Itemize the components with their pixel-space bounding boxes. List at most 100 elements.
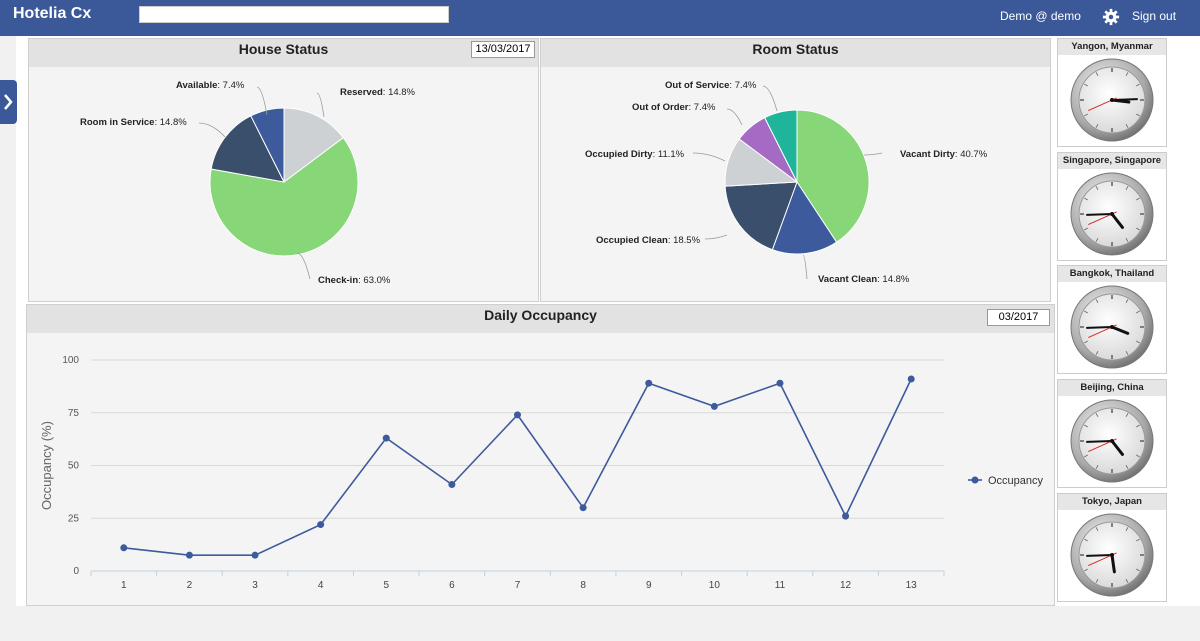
pie-leader-line bbox=[802, 254, 808, 280]
clock-tick bbox=[1095, 72, 1099, 76]
pie-label: Out of Service: 7.4% bbox=[665, 80, 757, 91]
analog-clock bbox=[1070, 172, 1154, 256]
gear-icon[interactable] bbox=[1102, 8, 1120, 26]
clock-tick bbox=[1084, 424, 1088, 428]
house-status-date[interactable]: 13/03/2017 bbox=[471, 41, 535, 58]
analog-clock bbox=[1070, 58, 1154, 142]
data-point[interactable] bbox=[514, 411, 521, 419]
clock-minute-hand bbox=[1086, 213, 1113, 216]
analog-clock bbox=[1070, 513, 1154, 597]
clock-tick bbox=[1084, 83, 1088, 87]
data-point[interactable] bbox=[120, 544, 128, 552]
clock-hour-hand bbox=[1110, 212, 1124, 229]
data-point[interactable] bbox=[448, 480, 456, 488]
house-status-pie-chart bbox=[198, 86, 359, 280]
clock-minute-hand bbox=[1086, 554, 1113, 557]
y-axis-label: Occupancy (%) bbox=[39, 421, 54, 510]
pie-slice-available[interactable] bbox=[250, 107, 285, 183]
clock-panel: Yangon, Myanmar bbox=[1057, 38, 1167, 147]
clock-center bbox=[1110, 553, 1114, 557]
data-point[interactable] bbox=[317, 521, 325, 529]
x-tick-label: 13 bbox=[906, 580, 918, 591]
clock-tick bbox=[1125, 124, 1129, 128]
clock-tick bbox=[1095, 351, 1099, 355]
x-tick-label: 4 bbox=[318, 580, 324, 591]
sidebar-toggle[interactable] bbox=[0, 80, 17, 124]
sign-out-link[interactable]: Sign out bbox=[1132, 9, 1177, 23]
clock-panel: Bangkok, Thailand bbox=[1057, 265, 1167, 374]
data-point[interactable] bbox=[251, 551, 259, 559]
pie-slice-reserved[interactable] bbox=[283, 107, 345, 183]
pie-slice-out-of-service[interactable] bbox=[764, 109, 798, 183]
x-tick-label: 2 bbox=[187, 580, 193, 591]
clock-minute-hand bbox=[1086, 440, 1113, 443]
clock-city-label: Tokyo, Japan bbox=[1058, 494, 1166, 510]
x-tick-label: 9 bbox=[646, 580, 652, 591]
occupancy-month[interactable]: 03/2017 bbox=[987, 309, 1050, 326]
pie-leader-line bbox=[296, 252, 311, 280]
clock-tick bbox=[1136, 83, 1140, 87]
x-tick-label: 10 bbox=[709, 580, 721, 591]
y-tick-label: 50 bbox=[68, 461, 80, 472]
pie-slice-occupied-clean[interactable] bbox=[724, 181, 798, 251]
clock-tick bbox=[1125, 186, 1129, 190]
data-point[interactable] bbox=[842, 512, 850, 520]
clock-city-label: Beijing, China bbox=[1058, 380, 1166, 396]
clock-panel: Beijing, China bbox=[1057, 379, 1167, 488]
clock-tick bbox=[1084, 568, 1088, 572]
analog-clock bbox=[1070, 285, 1154, 369]
pie-slice-room-in-service[interactable] bbox=[210, 115, 285, 183]
panel-title: Daily Occupancy bbox=[27, 305, 1054, 333]
search-input[interactable] bbox=[139, 6, 449, 23]
x-tick-label: 6 bbox=[449, 580, 455, 591]
top-bar: Hotelia Cx Demo @ demo Sign out bbox=[0, 0, 1200, 36]
daily-occupancy-panel: Daily Occupancy 03/2017 0 25 50 75 100 1 2 3 4 5 6… bbox=[26, 304, 1055, 606]
pie-leader-line bbox=[692, 152, 726, 162]
data-point[interactable] bbox=[382, 434, 390, 442]
clock-hour-hand bbox=[1110, 439, 1124, 456]
app-title: Hotelia Cx bbox=[13, 5, 92, 22]
pie-leader-line bbox=[726, 108, 743, 126]
data-point[interactable] bbox=[710, 402, 718, 410]
pie-slice-check-in[interactable] bbox=[209, 137, 359, 257]
x-tick-label: 7 bbox=[515, 580, 521, 591]
clock-tick bbox=[1136, 197, 1140, 201]
clock-tick bbox=[1125, 72, 1129, 76]
data-point[interactable] bbox=[645, 379, 653, 387]
pie-leader-line bbox=[762, 85, 778, 112]
data-point[interactable] bbox=[185, 551, 193, 559]
user-label: Demo @ demo bbox=[1000, 9, 1081, 23]
clock-hour-hand bbox=[1110, 325, 1130, 335]
series-line-occupancy bbox=[123, 378, 912, 556]
pie-label: Occupied Dirty: 11.1% bbox=[585, 149, 685, 160]
clock-tick bbox=[1084, 340, 1088, 344]
pie-slice-vacant-clean[interactable] bbox=[771, 180, 838, 255]
clock-tick bbox=[1084, 197, 1088, 201]
data-point[interactable] bbox=[579, 504, 587, 512]
clock-city-label: Singapore, Singapore bbox=[1058, 153, 1166, 169]
clock-panel: Singapore, Singapore bbox=[1057, 152, 1167, 261]
y-tick-label: 25 bbox=[68, 513, 80, 524]
clock-tick bbox=[1095, 527, 1099, 531]
clock-tick bbox=[1136, 310, 1140, 314]
data-point[interactable] bbox=[776, 379, 784, 387]
clock-tick bbox=[1084, 538, 1088, 542]
data-point[interactable] bbox=[907, 375, 915, 383]
clock-tick bbox=[1136, 454, 1140, 458]
pie-label: Vacant Clean: 14.8% bbox=[818, 274, 910, 285]
x-tick-label: 12 bbox=[840, 580, 852, 591]
clock-minute-hand bbox=[1086, 326, 1113, 329]
clock-tick bbox=[1125, 238, 1129, 242]
pie-leader-line bbox=[863, 152, 883, 156]
clock-tick bbox=[1084, 454, 1088, 458]
clock-tick bbox=[1136, 340, 1140, 344]
clock-tick bbox=[1125, 299, 1129, 303]
clock-tick bbox=[1136, 227, 1140, 231]
x-tick-label: 5 bbox=[383, 580, 389, 591]
y-tick-label: 0 bbox=[73, 566, 79, 577]
x-tick-label: 8 bbox=[580, 580, 586, 591]
clock-tick bbox=[1095, 579, 1099, 583]
clock-tick bbox=[1136, 538, 1140, 542]
legend-label[interactable]: Occupancy bbox=[988, 475, 1044, 487]
clock-center bbox=[1110, 212, 1114, 216]
